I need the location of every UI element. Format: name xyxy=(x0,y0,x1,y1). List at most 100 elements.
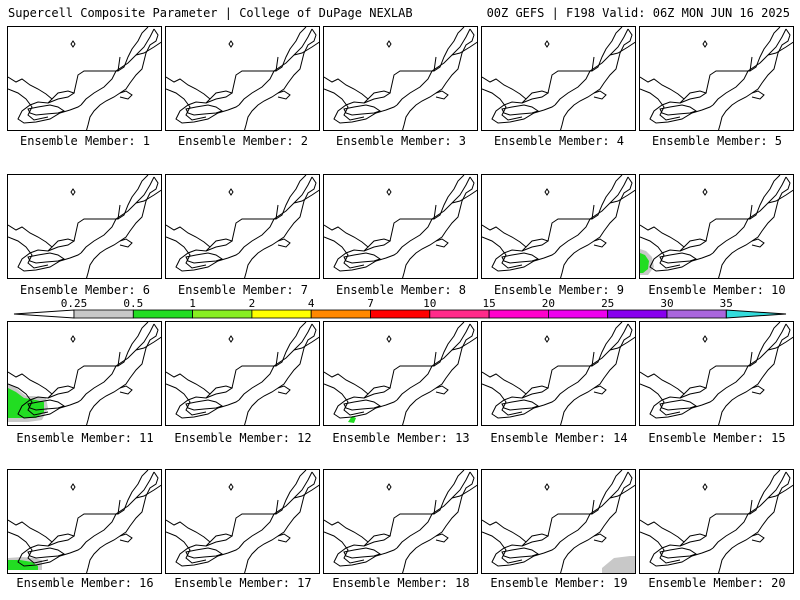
map-boundary-line xyxy=(659,252,698,264)
map-boundary-line xyxy=(433,470,465,515)
map-boundary-line xyxy=(593,533,607,543)
map-boundary-line xyxy=(547,56,595,94)
map-boundary-line xyxy=(27,547,66,559)
map-boundary-line xyxy=(591,470,623,515)
map-panel xyxy=(7,469,162,574)
map-boundary-line xyxy=(591,175,623,220)
map-boundary-line xyxy=(609,41,635,56)
colorbar-segment xyxy=(132,309,194,319)
station-marker-icon xyxy=(544,335,550,343)
map-boundary-line xyxy=(433,175,465,220)
colorbar-segment xyxy=(192,309,253,319)
map-boundary-line xyxy=(718,28,791,130)
map-boundary-line xyxy=(277,238,291,248)
map-boundary-line xyxy=(73,204,121,242)
map-boundary-line xyxy=(705,56,753,94)
map-boundary-line xyxy=(135,41,161,56)
map-boundary-line xyxy=(749,27,781,72)
map-boundary-line xyxy=(117,322,149,367)
map-boundary-line xyxy=(244,28,317,130)
map-boundary-line xyxy=(343,547,382,559)
map-boundary-line xyxy=(767,189,793,204)
map-boundary-line xyxy=(293,336,319,351)
map-boundary-line xyxy=(547,351,595,389)
map-boundary-line xyxy=(501,399,540,411)
map-panel xyxy=(323,469,478,574)
member-caption: Ensemble Member: 18 xyxy=(332,576,470,590)
map-boundary-line xyxy=(749,322,781,367)
member-caption: Ensemble Member: 15 xyxy=(648,431,786,445)
station-marker-icon xyxy=(386,335,392,343)
member-caption: Ensemble Member: 7 xyxy=(177,283,309,297)
map-boundary-line xyxy=(640,383,681,416)
map-boundary-line xyxy=(244,471,317,573)
map-panel xyxy=(165,469,320,574)
station-marker-icon xyxy=(228,188,234,196)
station-marker-icon xyxy=(386,40,392,48)
map-boundary-line xyxy=(435,90,449,100)
member-caption: Ensemble Member: 12 xyxy=(174,431,312,445)
map-boundary-line xyxy=(435,533,449,543)
map-boundary-line xyxy=(751,533,765,543)
map-boundary-line xyxy=(767,484,793,499)
map-boundary-line xyxy=(389,204,437,242)
map-outline xyxy=(324,470,477,573)
map-panel xyxy=(323,26,478,131)
station-marker-icon xyxy=(70,483,76,491)
map-boundary-line xyxy=(560,471,633,573)
map-boundary-line xyxy=(324,383,365,416)
map-boundary-line xyxy=(324,88,365,121)
map-boundary-line xyxy=(389,499,437,537)
map-boundary-line xyxy=(185,547,224,559)
map-boundary-line xyxy=(324,236,365,269)
map-boundary-line xyxy=(231,56,279,94)
map-outline xyxy=(324,27,477,130)
map-boundary-line xyxy=(609,484,635,499)
station-marker-icon xyxy=(544,483,550,491)
station-marker-icon xyxy=(70,188,76,196)
colorbar-tick-label: 7 xyxy=(367,297,374,310)
map-boundary-line xyxy=(166,531,207,564)
member-caption: Ensemble Member: 4 xyxy=(493,134,625,148)
map-panel xyxy=(7,26,162,131)
colorbar-segment xyxy=(73,309,134,319)
map-boundary-line xyxy=(749,470,781,515)
member-caption: Ensemble Member: 2 xyxy=(177,134,309,148)
map-boundary-line xyxy=(501,252,540,264)
map-boundary-line xyxy=(402,176,475,278)
map-outline xyxy=(640,322,793,425)
map-boundary-line xyxy=(593,238,607,248)
member-caption: Ensemble Member: 8 xyxy=(335,283,467,297)
colorbar-tick-label: 35 xyxy=(720,297,733,310)
map-boundary-line xyxy=(8,236,49,269)
colorbar-tick-label: 20 xyxy=(542,297,555,310)
member-caption: Ensemble Member: 3 xyxy=(335,134,467,148)
member-caption: Ensemble Member: 9 xyxy=(493,283,625,297)
map-panel xyxy=(481,321,636,426)
member-caption: Ensemble Member: 13 xyxy=(332,431,470,445)
station-marker-icon xyxy=(544,40,550,48)
map-outline xyxy=(8,322,161,425)
map-boundary-line xyxy=(166,88,207,121)
map-panel xyxy=(165,26,320,131)
station-marker-icon xyxy=(544,188,550,196)
map-boundary-line xyxy=(244,323,317,425)
member-caption: Ensemble Member: 14 xyxy=(490,431,628,445)
scp-contour-fill xyxy=(602,556,635,573)
map-boundary-line xyxy=(547,499,595,537)
member-caption: Ensemble Member: 5 xyxy=(651,134,783,148)
map-boundary-line xyxy=(277,385,291,395)
map-outline xyxy=(8,27,161,130)
map-boundary-line xyxy=(451,189,477,204)
map-boundary-line xyxy=(86,471,159,573)
station-marker-icon xyxy=(702,335,708,343)
map-outline xyxy=(482,470,635,573)
map-boundary-line xyxy=(8,88,49,121)
colorbar-segment xyxy=(607,309,668,319)
colorbar-low-end xyxy=(13,309,75,319)
map-boundary-line xyxy=(73,351,121,389)
map-outline xyxy=(640,470,793,573)
colorbar-segment xyxy=(251,309,312,319)
colorbar-tick-label: 30 xyxy=(660,297,673,310)
map-boundary-line xyxy=(231,204,279,242)
